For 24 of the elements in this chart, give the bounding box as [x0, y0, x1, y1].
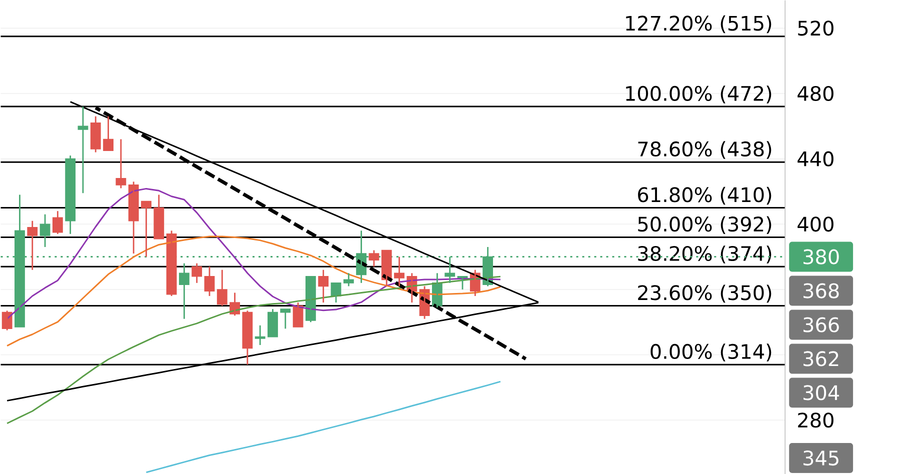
ref-line-label: 38.20% (374): [638, 245, 772, 264]
text: 345: [804, 450, 838, 466]
y-tick-label: 400: [798, 216, 834, 232]
ref-line-label: 50.00% (392): [638, 216, 772, 234]
candlestick: [368, 249, 380, 268]
ref-line-label: 127.20% (515): [626, 15, 772, 33]
y-tick-label: 480: [798, 86, 834, 101]
text: 304: [804, 384, 840, 400]
y-tick-label: 440: [798, 151, 834, 166]
ref-line-label: 78.60% (438): [638, 140, 772, 159]
ref-line-label: 100.00% (472): [626, 85, 772, 104]
text: 362: [804, 350, 838, 366]
ref-line-label: 380: [804, 249, 839, 264]
text: 366: [804, 316, 839, 332]
ref-line-label: 23.60% (350): [638, 284, 772, 302]
y-tick-label: 520: [798, 20, 834, 36]
candlestick: [192, 262, 202, 284]
candlestick: [394, 256, 404, 287]
ref-line-label: 61.80% (410): [638, 186, 772, 204]
text: 368: [804, 283, 839, 298]
y-tick-label: 280: [798, 412, 834, 428]
candlestick: [254, 324, 266, 346]
line-series: [6, 236, 502, 346]
ref-line-label: 0.00% (314): [650, 343, 772, 362]
